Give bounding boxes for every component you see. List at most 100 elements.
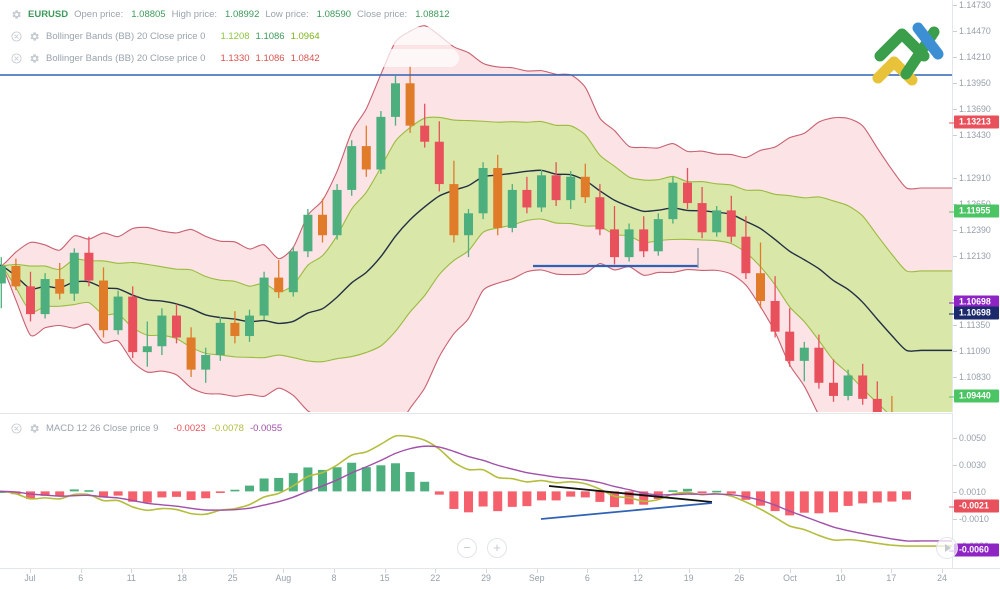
price-badge-last-close: 1.09440 [949,389,999,403]
time-axis-tick [942,569,943,573]
macd-histogram-bar [245,485,254,492]
candle-body [274,277,284,293]
macd-value-axis[interactable]: 0.00500.00300.0010-0.0010-0.0030-0.0021-… [949,413,1000,568]
price-axis-tick [953,109,957,110]
macd-histogram-bar [420,481,430,492]
price-badge-bb-mid: 1.11955 [949,204,999,218]
macd-indicator-pane[interactable] [0,413,952,568]
close-icon[interactable] [10,30,22,42]
macd-histogram-bar [113,491,123,496]
candle-body [361,146,371,170]
scroll-to-realtime-button[interactable] [936,537,958,559]
candle-body [537,175,546,208]
legend-row-symbol[interactable]: EURUSD Open price: 1.08805 High price: 1… [6,5,459,23]
gear-icon[interactable] [28,422,40,434]
gear-icon[interactable] [28,30,40,42]
time-axis-tick [891,569,893,573]
legend-close-label: Close price: [357,8,408,20]
candle-body [872,398,882,412]
macd-histogram-bar [610,491,619,508]
macd-histogram-bar [434,491,444,495]
price-axis-label: 1.13950 [959,78,991,88]
time-axis[interactable]: Jul 6 11 18 25 Aug 8 15 22 29 Sep 6 12 19 26 Oct 10 17 24 [0,568,1000,589]
candle-body [858,375,868,399]
price-chart-pane[interactable] [0,0,952,412]
macd-histogram-bar [303,467,313,492]
macd-histogram-bar [318,469,327,492]
macd-chart-canvas[interactable] [0,414,952,568]
zoom-in-button[interactable]: + [487,538,507,558]
time-axis-tick [840,569,842,573]
legend-bb-upper-v1: 1.1208 [220,30,250,42]
time-axis-tick [334,569,335,573]
legend-bb-lower-v2: 1.1086 [255,52,285,64]
candle-body [829,382,838,396]
time-axis-tick [435,569,437,573]
price-axis-label: 1.14470 [959,26,991,36]
zoom-out-button[interactable]: − [457,538,477,558]
price-axis-tick [953,31,957,32]
legend-row-bollinger-upper[interactable]: Bollinger Bands (BB) 20 Close price 0 1.… [6,27,459,45]
macd-axis-tick [953,492,957,493]
candle-body [595,197,605,230]
time-axis-tick [790,569,791,573]
macd-histogram-bar [186,491,196,501]
candle-body [551,175,561,201]
time-axis-tick [232,569,234,573]
legend-low-label: Low price: [265,8,309,20]
candle-body [0,265,6,284]
legend-bb-upper-v2: 1.1086 [255,30,285,42]
candle-body [69,252,79,294]
legend-open-value: 1.08805 [131,8,166,20]
macd-line [0,434,952,547]
candle-body [420,125,430,142]
macd-histogram-bar [814,491,824,514]
candle-body [522,189,532,208]
macd-histogram-bar [537,491,546,501]
candle-body [493,168,503,228]
macd-histogram-bar [172,491,181,497]
macd-histogram-bar [128,491,138,502]
time-axis-label: 19 [683,573,694,583]
legend-row-bollinger-lower[interactable]: Bollinger Bands (BB) 20 Close price 0 1.… [6,49,459,67]
bollinger-upper-inner-line [0,116,952,293]
legend-close-value: 1.08812 [415,8,450,20]
macd-histogram-bar [99,491,108,498]
price-badge-bb-lower: 1.10698 [949,295,999,309]
macd-histogram-bar [639,491,649,505]
macd-histogram-bar [478,491,488,507]
candle-body [566,176,576,201]
time-axis-tick [638,569,639,573]
legend-symbol-name: EURUSD [28,8,69,20]
close-icon[interactable] [10,52,22,64]
macd-histogram-bar [26,491,35,500]
price-value-axis[interactable]: 1.14730 1.14470 1.14210 1.13950 1.13690 1.134… [949,0,1000,412]
bollinger-lower-outer-line [0,263,818,412]
macd-histogram-bar [551,491,561,501]
candle-body [697,203,707,233]
price-axis-tick [953,377,957,378]
candle-body [245,315,254,337]
macd-badge-macd-histogram: -0.0021 [949,499,999,513]
macd-histogram-bar [259,478,269,492]
candle-body [113,296,123,331]
candle-body [11,265,21,287]
price-badge-bb-upper: 1.13213 [949,115,999,129]
gear-icon[interactable] [10,8,22,20]
close-icon[interactable] [10,422,22,434]
time-axis-tick [739,569,741,573]
time-axis-tick [587,569,589,573]
price-chart-canvas[interactable] [0,0,952,412]
time-axis-label: 8 [331,573,337,583]
gear-icon[interactable] [28,52,40,64]
macd-histogram-bar [872,491,882,503]
macd-histogram-bar [843,491,853,506]
time-axis-label: 12 [633,573,643,583]
price-badge-sma: 1.10698 [949,306,999,320]
legend-row-macd[interactable]: MACD 12 26 Close price 9 -0.0023 -0.0078… [6,419,292,437]
time-axis-tick [30,569,31,573]
macd-signal-line [0,445,952,542]
time-axis-label: 29 [481,573,491,583]
macd-axis-label: 0.0050 [959,433,986,443]
price-axis-tick [953,135,957,136]
